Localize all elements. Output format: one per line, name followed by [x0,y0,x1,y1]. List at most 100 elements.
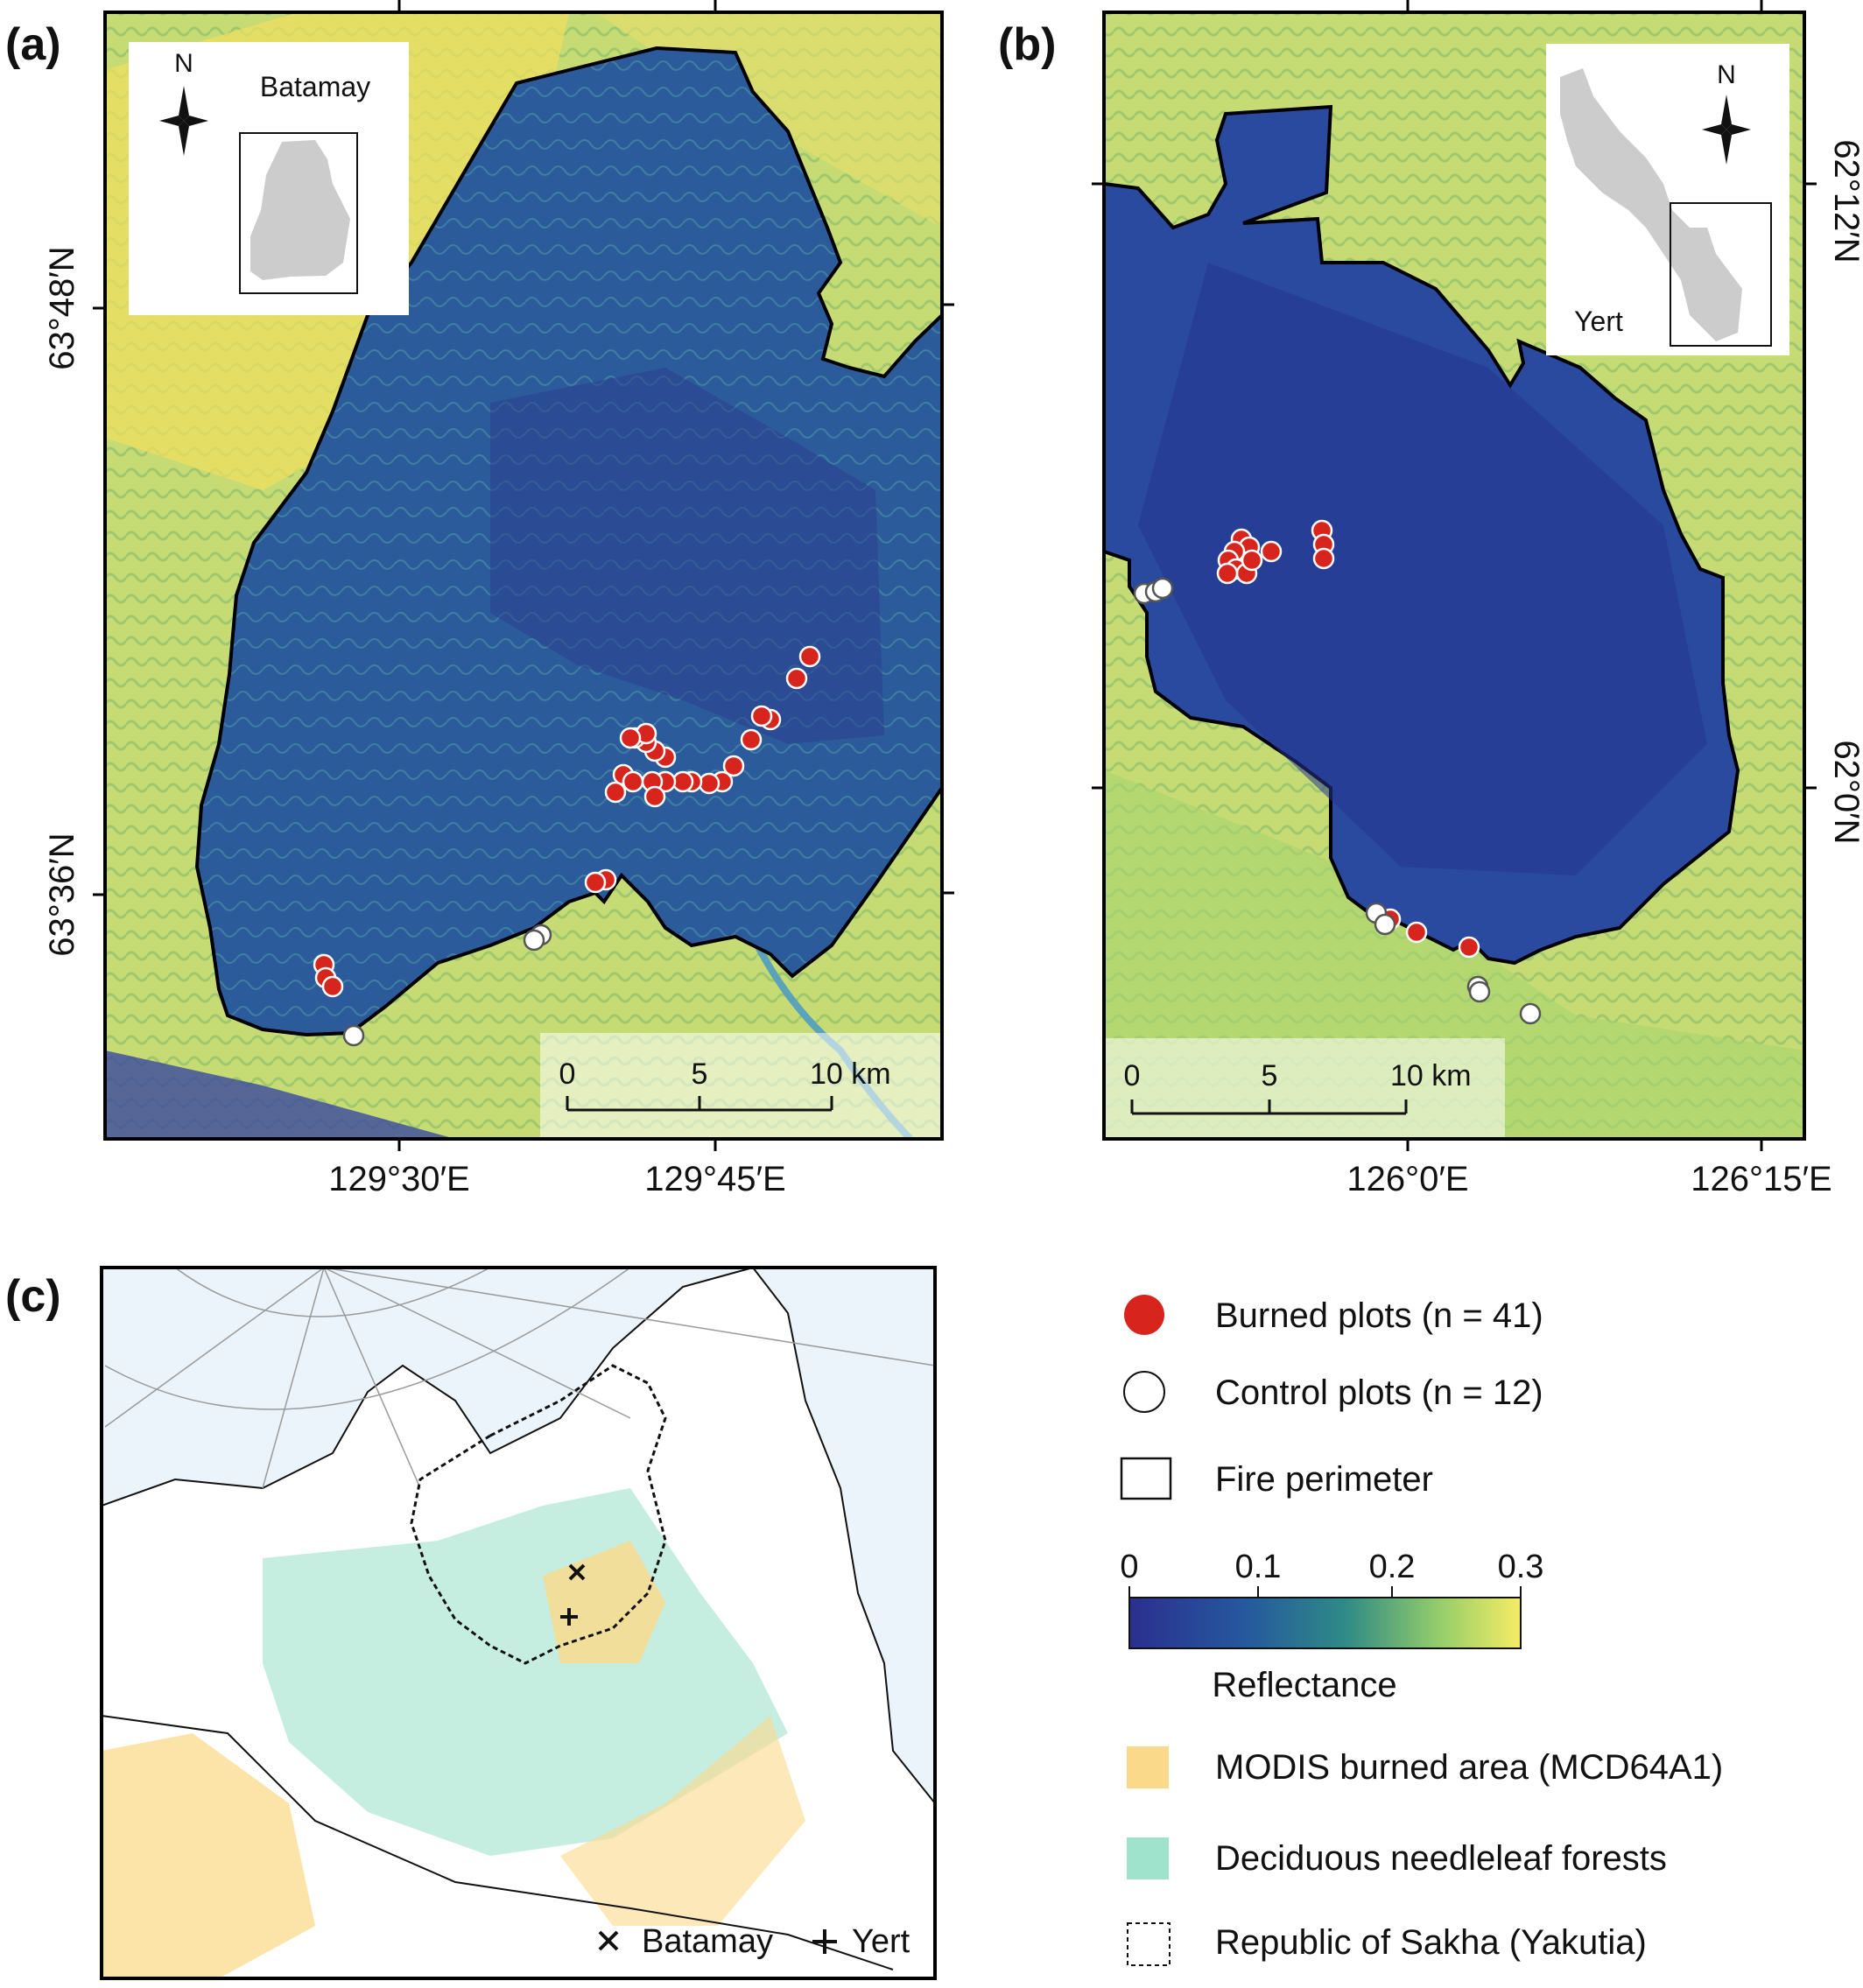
panel-a-dark-core [490,368,884,744]
panel-c-graticule [104,1268,935,1489]
panel-a-lat-tick-2: 63°36′N [43,832,81,956]
panel-b-control-plots [1133,577,1542,1025]
panel-a-north-arrow-icon [159,86,208,156]
panel-c-burned-area [543,1541,665,1663]
colorbar-label: Reflectance [1212,1666,1396,1704]
panel-a-axis-ticks [93,0,954,1151]
panel-b-inset: N Yert [1546,44,1789,355]
panel-b-north-arrow-icon [1702,95,1751,165]
control-plot [523,929,545,952]
panel-b-axis-ticks [1092,0,1817,1151]
panel-b-lon-tick-2: 126°15′E [1691,1160,1831,1198]
panel-b-dark-core [1138,263,1707,875]
panel-c-map: Batamay Yert (c) [5,1266,937,1980]
burned-plot [740,728,763,751]
panel-a-inset: N Batamay [129,42,409,315]
panel-a-scalebar-box [540,1033,942,1139]
reflectance-colorbar [1128,1597,1522,1649]
burned-legend-icon [1124,1295,1164,1335]
burned-plot [722,755,745,777]
panel-c-deciduous-forest [263,1488,788,1856]
panel-a-inset-title: Batamay [260,71,370,102]
control-legend-label: Control plots (n = 12) [1215,1373,1543,1412]
burned-plot [1241,549,1263,572]
control-legend-icon [1123,1371,1165,1413]
burned-plot [750,705,773,727]
sakha-legend-icon [1127,1922,1171,1966]
sakha-legend-label: Republic of Sakha (Yakutia) [1215,1923,1647,1962]
panel-a-tag: (a) [5,19,61,70]
burned-plot [798,645,821,668]
deciduous-legend-icon [1127,1837,1169,1879]
yert-legend-icon [812,1929,837,1954]
panel-b-tag: (b) [998,19,1056,70]
panel-b-lat-tick-1: 62°12′N [1827,139,1863,263]
control-plot [1151,577,1174,600]
colorbar-ticks [1128,1586,1522,1598]
panel-c-sakha-boundary [410,1364,667,1665]
perimeter-legend-label: Fire perimeter [1215,1460,1433,1499]
panel-a-lat-tick-1: 63°48′N [43,246,81,369]
control-plot [1519,1002,1542,1025]
panel-b-lat-tick-2: 62°0′N [1827,740,1863,844]
panel-c-tag: (c) [5,1271,61,1322]
batamay-legend-label: Batamay [642,1923,773,1960]
burned-plot [622,770,644,793]
colorbar-tick-1: 0.1 [1235,1549,1282,1585]
modis-legend-label: MODIS burned area (MCD64A1) [1215,1748,1723,1787]
panel-b-burned-plots [1216,519,1480,959]
panel-b-inset-title: Yert [1574,306,1623,337]
burned-plot [321,975,344,998]
burned-legend-label: Burned plots (n = 41) [1215,1296,1543,1335]
panel-a-lon-tick-1: 129°30′E [328,1160,469,1198]
panel-b-scale-10: 10 km [1390,1059,1472,1092]
panel-a-lon-tick-2: 129°45′E [644,1160,785,1198]
burned-plot [1260,540,1283,563]
panel-a-inset-shape [250,140,350,280]
main-legend: Burned plots (n = 41) Control plots (n =… [1120,1295,1723,1966]
batamay-marker-icon [568,1563,586,1581]
panel-b-north-label: N [1717,60,1736,89]
panel-a-scale-0: 0 [559,1057,576,1091]
control-plot [342,1024,365,1047]
panel-c-map-legend: Batamay Yert [598,1923,910,1960]
burned-plot [698,772,721,795]
panel-a-control-plots [342,924,552,1047]
panel-c-burned-area-sw [102,1733,315,1978]
panel-a-north-label: N [174,49,193,78]
panel-b-scalebar [1130,1099,1408,1115]
burned-plot [1405,921,1428,944]
panel-b-scale-5: 5 [1262,1059,1278,1092]
colorbar-tick-2: 0.2 [1369,1549,1416,1585]
burned-plot [584,871,607,894]
panel-a-scalebar [566,1096,833,1112]
control-plot [1374,913,1396,936]
deciduous-legend-label: Deciduous needleleaf forests [1215,1839,1667,1878]
colorbar-tick-3: 0.3 [1498,1549,1544,1585]
yert-marker-icon [560,1608,578,1626]
burned-plot [671,770,694,793]
burned-plot [604,781,627,804]
burned-plot [1458,936,1480,959]
panel-b-lon-tick-1: 126°0′E [1346,1160,1468,1198]
panel-b-frame [1102,11,1806,1141]
panel-c-frame [100,1266,937,1980]
control-plot [1468,980,1491,1003]
panel-a-lake [105,1050,455,1139]
panel-b-inset-shape [1560,68,1742,341]
panel-a-scale-10: 10 km [810,1057,891,1091]
panel-a-burned-plots [313,645,821,998]
modis-legend-icon [1127,1746,1169,1788]
panel-c-border [102,1715,894,1970]
panel-b-scale-0: 0 [1124,1059,1141,1092]
burned-plot [619,727,642,749]
colorbar-tick-0: 0 [1120,1549,1138,1585]
burned-plot [1312,547,1335,570]
panel-a-frame [103,11,944,1141]
panel-b-scalebar-box [1104,1038,1505,1139]
panel-b-map: 0 5 10 km N Yert 126°0′E 126°15′E 6 [998,0,1863,1198]
panel-c-burned-area-se [560,1716,805,1926]
yert-legend-label: Yert [852,1923,910,1960]
perimeter-legend-icon [1120,1457,1172,1500]
burned-plot [785,667,808,690]
